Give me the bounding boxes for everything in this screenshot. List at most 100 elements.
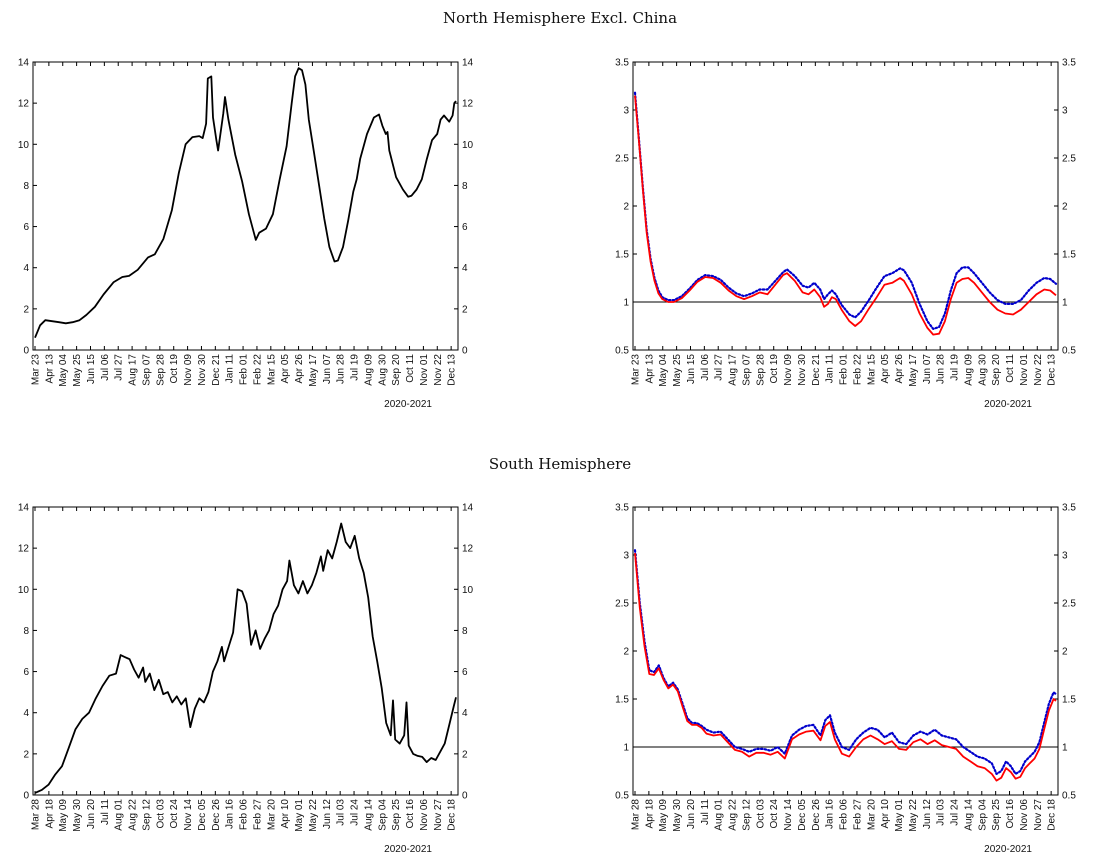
y-tick-label-right: 2.5 xyxy=(1062,154,1076,165)
y-tick-label: 1.5 xyxy=(615,695,629,706)
x-tick-label: Mar 28 xyxy=(31,799,42,831)
y-tick-label-right: 12 xyxy=(462,544,474,555)
x-tick-label: Sep 12 xyxy=(141,799,152,831)
x-tick-label: Aug 09 xyxy=(363,354,374,386)
x-tick-label: Sep 04 xyxy=(377,799,388,831)
x-tick-label: Jul 24 xyxy=(950,799,961,826)
x-tick-label: Nov 22 xyxy=(433,354,444,386)
x-tick-label: Sep 07 xyxy=(141,354,152,386)
x-tick-label: Nov 09 xyxy=(183,354,194,386)
x-tick-label: Jul 27 xyxy=(114,354,125,381)
x-tick-label: Nov 22 xyxy=(1033,354,1044,386)
x-tick-label: Feb 06 xyxy=(839,799,850,831)
x-tick-label: Nov 27 xyxy=(433,799,444,831)
y-tick-label-right: 3 xyxy=(1062,551,1068,562)
x-tick-label: Jun 15 xyxy=(86,354,97,384)
y-tick-label-right: 3.5 xyxy=(1062,503,1076,514)
x-tick-label: Feb 22 xyxy=(252,354,263,386)
x-tick-label: Aug 17 xyxy=(728,354,739,386)
x-tick-label: Jan 16 xyxy=(225,799,236,829)
y-tick-label-right: 4 xyxy=(462,708,468,719)
x-tick-label: Apr 13 xyxy=(644,354,655,384)
x-tick-label: Apr 18 xyxy=(644,799,655,829)
y-tick-label-right: 1.5 xyxy=(1062,250,1076,261)
x-tick-label: Feb 01 xyxy=(239,354,250,386)
y-tick-label-right: 10 xyxy=(462,140,474,151)
y-tick-label-right: 14 xyxy=(462,58,474,69)
x-tick-label: Dec 18 xyxy=(1047,799,1058,831)
x-tick-label: Mar 23 xyxy=(31,354,42,386)
y-tick-label: 0 xyxy=(23,791,29,802)
x-tick-label: Sep 07 xyxy=(741,354,752,386)
x-tick-label: Mar 28 xyxy=(631,799,642,831)
x-tick-label: Jul 19 xyxy=(950,354,961,381)
x-tick-label: Dec 26 xyxy=(811,799,822,831)
x-tick-label: Nov 01 xyxy=(419,354,430,386)
x-tick-label: Mar 15 xyxy=(266,354,277,386)
x-tick-label: Aug 01 xyxy=(114,799,125,831)
x-tick-label: Jul 06 xyxy=(700,354,711,381)
x-tick-label: Apr 10 xyxy=(880,799,891,829)
x-tick-label: Dec 21 xyxy=(211,354,222,386)
x-tick-label: Jun 07 xyxy=(322,354,333,384)
y-tick-label: 10 xyxy=(18,140,30,151)
series-line-1 xyxy=(634,553,1057,782)
y-tick-label: 1.5 xyxy=(615,250,629,261)
y-tick-label-right: 0 xyxy=(462,346,468,357)
x-tick-label: Nov 09 xyxy=(783,354,794,386)
y-tick-label: 2.5 xyxy=(615,599,629,610)
x-tick-label: Jul 24 xyxy=(350,799,361,826)
x-tick-label: Dec 21 xyxy=(811,354,822,386)
x-tick-label: Sep 25 xyxy=(991,799,1002,831)
x-tick-label: Jun 07 xyxy=(922,354,933,384)
x-tick-label: Aug 14 xyxy=(363,799,374,831)
x-tick-label: Jan 11 xyxy=(825,354,836,384)
x-tick-label: May 09 xyxy=(658,799,669,832)
y-tick-label-right: 0.5 xyxy=(1062,791,1076,802)
x-tick-label: Jul 11 xyxy=(100,799,111,825)
north-section-title: North Hemisphere Excl. China xyxy=(442,9,678,27)
y-tick-label: 4 xyxy=(23,263,29,274)
x-tick-label: Jun 12 xyxy=(922,799,933,829)
y-tick-label-right: 8 xyxy=(462,626,468,637)
y-tick-label: 12 xyxy=(18,544,30,555)
y-tick-label: 3.5 xyxy=(615,58,629,69)
y-tick-label-right: 8 xyxy=(462,181,468,192)
x-tick-label: Jan 16 xyxy=(825,799,836,829)
y-tick-label-right: 3 xyxy=(1062,106,1068,117)
x-tick-label: Jul 11 xyxy=(700,799,711,825)
x-tick-label: Oct 19 xyxy=(769,354,780,384)
y-tick-label: 1 xyxy=(623,743,629,754)
x-tick-label: Sep 04 xyxy=(977,799,988,831)
x-tick-label: Feb 01 xyxy=(839,354,850,386)
x-tick-label: Apr 10 xyxy=(280,799,291,829)
x-tick-label: Aug 30 xyxy=(977,354,988,386)
x-tick-label: Dec 05 xyxy=(797,799,808,831)
x-tick-label: May 04 xyxy=(58,354,69,387)
x-tick-label: Aug 09 xyxy=(963,354,974,386)
x-tick-label: Aug 17 xyxy=(128,354,139,386)
plot-frame xyxy=(32,506,459,796)
y-tick-label-right: 2 xyxy=(1062,647,1068,658)
x-tick-label: Sep 12 xyxy=(741,799,752,831)
x-tick-label: Jun 15 xyxy=(686,354,697,384)
plot-frame xyxy=(632,506,1059,796)
x-tick-label: Dec 05 xyxy=(197,799,208,831)
x-tick-label: Jun 20 xyxy=(86,799,97,829)
y-tick-label: 0 xyxy=(23,346,29,357)
x-tick-label: Aug 14 xyxy=(963,799,974,831)
y-tick-label-right: 6 xyxy=(462,222,468,233)
x-tick-label: Feb 27 xyxy=(252,799,263,831)
y-tick-label-right: 1.5 xyxy=(1062,695,1076,706)
x-tick-label: Jul 03 xyxy=(936,799,947,826)
x-tick-label: Oct 11 xyxy=(405,354,416,383)
x-tick-label: May 17 xyxy=(908,354,919,387)
x-tick-label: Feb 22 xyxy=(852,354,863,386)
x-tick-label: May 09 xyxy=(58,799,69,832)
x-tick-label: Sep 25 xyxy=(391,799,402,831)
y-tick-label: 8 xyxy=(23,626,29,637)
y-tick-label: 2 xyxy=(623,202,629,213)
x-axis-label: 2020-2021 xyxy=(384,844,432,855)
y-tick-label-right: 10 xyxy=(462,585,474,596)
